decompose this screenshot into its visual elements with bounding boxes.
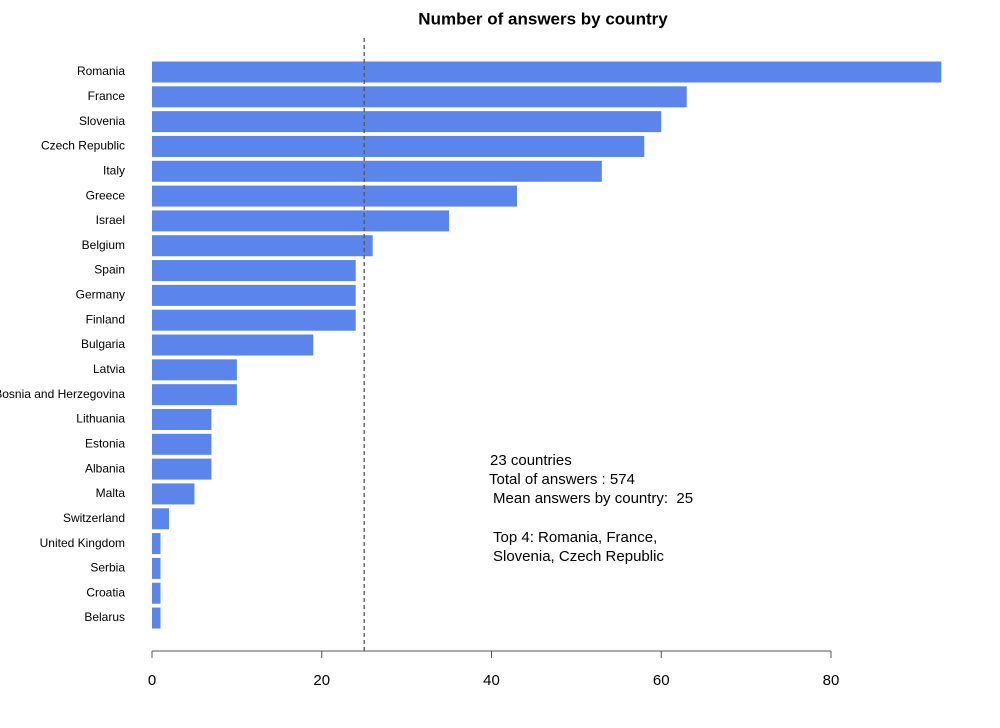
chart-title: Number of answers by country: [418, 9, 668, 28]
bar: [152, 582, 161, 604]
annotation: Total of answers : 574: [489, 471, 635, 488]
bar: [152, 557, 161, 579]
y-tick-label: Malta: [96, 486, 126, 500]
bar: [152, 508, 169, 530]
bar: [152, 185, 517, 207]
bar: [152, 384, 237, 406]
y-tick-label: Serbia: [90, 561, 125, 575]
y-tick-label: France: [88, 89, 126, 103]
x-tick-label: 80: [823, 672, 840, 689]
x-tick-label: 60: [653, 672, 670, 689]
bar: [152, 61, 942, 83]
annotation: 23 countries: [490, 452, 572, 469]
y-tick-label: Finland: [86, 312, 125, 326]
y-tick-label: Switzerland: [63, 511, 125, 525]
annotation: Slovenia, Czech Republic: [493, 548, 664, 565]
y-tick-label: Albania: [85, 461, 125, 475]
y-tick-label: Bosnia and Herzegovina: [0, 387, 125, 401]
y-tick-label: Estonia: [85, 436, 125, 450]
bar: [152, 483, 195, 505]
y-tick-label: Slovenia: [79, 114, 125, 128]
y-tick-label: Croatia: [86, 585, 125, 599]
y-tick-label: United Kingdom: [40, 536, 125, 550]
bar: [152, 309, 356, 331]
bar: [152, 160, 602, 182]
y-tick-label: Belarus: [84, 610, 125, 624]
y-tick-label: Israel: [96, 213, 125, 227]
y-tick-label: Italy: [103, 163, 125, 177]
x-tick-label: 0: [148, 672, 156, 689]
y-tick-label: Greece: [86, 188, 126, 202]
bar: [152, 433, 212, 455]
annotation: Top 4: Romania, France,: [493, 529, 657, 546]
x-tick-label: 20: [313, 672, 330, 689]
bar: [152, 260, 356, 282]
y-tick-label: Belgium: [82, 238, 125, 252]
y-tick-label: Lithuania: [76, 412, 125, 426]
bar: [152, 359, 237, 381]
bar: [152, 111, 662, 133]
annotation: Mean answers by country: 25: [493, 490, 693, 507]
y-tick-label: Bulgaria: [81, 337, 125, 351]
y-tick-label: Czech Republic: [41, 139, 125, 153]
bar: [152, 458, 212, 480]
bar: [152, 210, 450, 232]
bar: [152, 135, 645, 157]
y-tick-label: Romania: [77, 64, 125, 78]
bar: [152, 334, 314, 356]
y-tick-label: Latvia: [93, 362, 125, 376]
y-tick-label: Spain: [94, 263, 125, 277]
bar: [152, 284, 356, 306]
bar: [152, 235, 373, 257]
bar: [152, 86, 687, 108]
y-tick-label: Germany: [76, 288, 125, 302]
bar: [152, 408, 212, 430]
bar: [152, 533, 161, 555]
bar: [152, 607, 161, 629]
x-tick-label: 40: [483, 672, 500, 689]
